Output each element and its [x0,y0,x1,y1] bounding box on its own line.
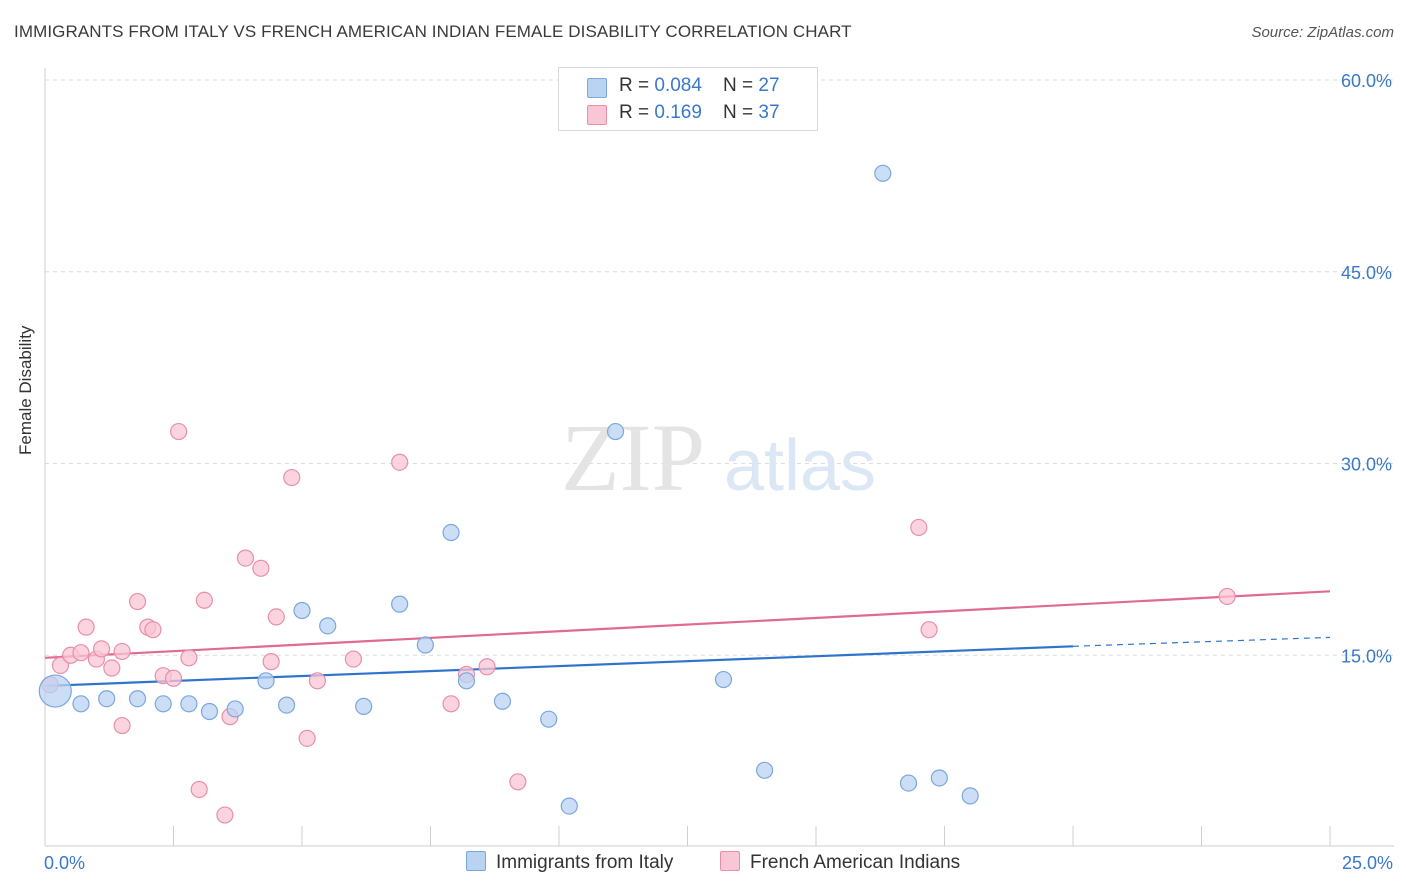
y-tick-label: 30.0% [1341,455,1392,475]
point-italy [961,787,979,805]
point-french [164,669,183,687]
x-tick-label: 0.0% [44,853,85,873]
point-french [128,592,147,611]
point-italy [355,697,373,715]
point-french [252,559,270,577]
point-french [51,656,70,675]
grid-lines [45,79,1394,656]
point-french [283,468,301,487]
stats-legend: R = 0.084 N = 27 R = 0.169 N = 37 [558,67,818,131]
point-italy [72,695,90,713]
axes [44,68,1394,847]
legend-item-french[interactable]: French American Indians [720,851,960,874]
trend-line-french [44,590,1331,659]
italy-stats: R = 0.084 N = 27 [619,75,780,96]
point-italy [560,797,578,815]
legend-swatch-italy [466,851,486,871]
watermark-atlas: atlas [724,426,876,506]
point-italy [493,692,512,710]
point-french [298,729,316,747]
legend-item-italy[interactable]: Immigrants from Italy [466,851,673,874]
trend-line-italy [44,645,1074,688]
point-italy [442,523,460,542]
x-tick-label: 25.0% [1342,853,1393,873]
point-italy [540,710,558,728]
point-italy [319,617,337,635]
point-french [144,621,162,639]
point-french [262,653,280,671]
point-italy [226,700,244,718]
point-italy [128,690,147,708]
point-french [1218,587,1236,606]
french-stats: R = 0.169 N = 37 [619,102,780,123]
point-french [920,621,938,639]
point-italy [293,601,311,620]
point-italy [180,695,198,713]
point-french [391,453,409,471]
point-french [180,649,198,667]
watermark-zip: ZIP [561,404,705,511]
point-italy [874,164,892,182]
point-italy [391,595,409,613]
point-italy [930,769,948,787]
point-italy [98,690,116,708]
point-french [103,659,121,677]
legend-label-italy: Immigrants from Italy [496,852,674,873]
tick-labels: 15.0% 30.0% 45.0% 60.0% 0.0% 25.0% [44,71,1393,873]
point-french [442,695,460,713]
point-italy [38,674,72,708]
point-french [113,642,131,661]
point-french [170,422,188,441]
y-axis-label: Female Disability [16,325,35,455]
point-french [344,650,362,668]
point-french [267,608,285,626]
point-french [216,806,234,824]
legend-label-french: French American Indians [750,852,961,873]
trend-line-italy-extension [1072,636,1331,647]
chart-title: IMMIGRANTS FROM ITALY VS FRENCH AMERICAN… [14,22,852,41]
point-italy [154,695,172,713]
point-italy [755,761,774,779]
point-french [195,591,213,609]
point-french [509,773,527,791]
point-french [910,518,928,537]
source-label: Source: ZipAtlas.com [1251,24,1394,41]
legend-swatch-french [720,851,740,871]
point-french [113,716,131,735]
point-french [236,549,255,567]
point-french [190,780,208,799]
point-french [92,640,111,658]
point-italy [714,670,733,689]
point-italy [200,702,219,721]
italy-swatch [587,78,607,98]
point-italy [277,696,296,714]
point-french [72,644,90,662]
data-points [38,164,1236,824]
point-italy [257,672,275,690]
y-tick-label: 45.0% [1341,263,1392,283]
y-tick-label: 15.0% [1341,646,1392,666]
point-italy [416,636,434,654]
trend-lines [44,590,1331,688]
point-italy [457,672,476,690]
point-french [478,658,496,676]
y-tick-label: 60.0% [1341,71,1392,91]
point-french [77,618,95,636]
point-french [308,672,327,690]
point-italy [899,774,918,792]
point-italy [606,422,625,441]
french-swatch [587,105,607,125]
